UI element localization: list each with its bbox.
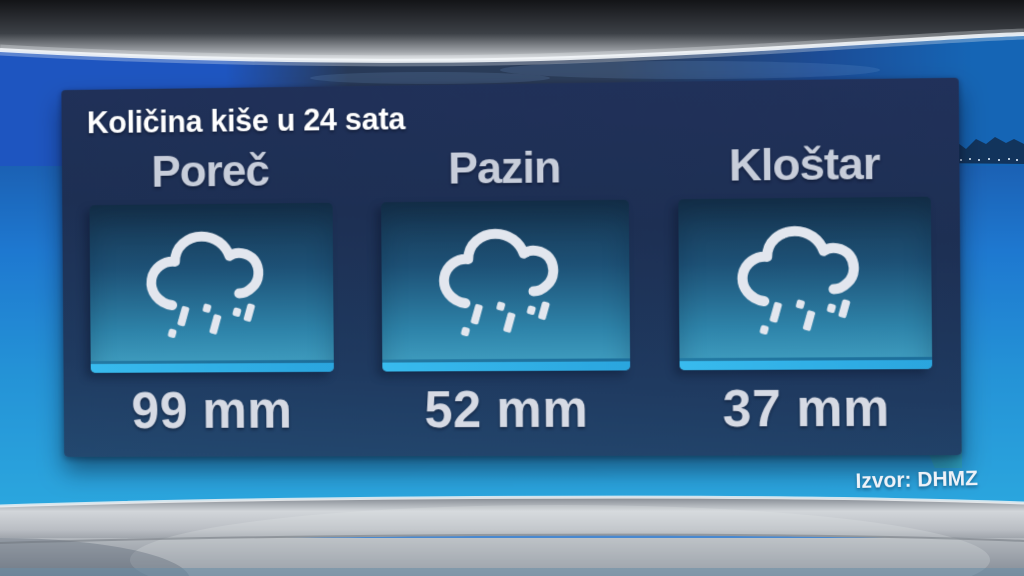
cloud-rain-icon — [133, 220, 289, 346]
floor-seam — [0, 533, 1024, 544]
city-column-pazin: Pazin 52 mm — [369, 141, 642, 448]
floor-corner-shadow — [0, 538, 190, 576]
floor-skirting-highlight — [0, 495, 1024, 508]
cloud-rain-icon — [426, 217, 585, 344]
icon-box-accent-strip — [90, 360, 334, 374]
city-columns: Poreč 99 mm Pazin 52 mm Kloštar — [77, 137, 945, 449]
rainfall-value: 99 mm — [131, 382, 293, 440]
icon-box-accent-strip — [382, 358, 631, 372]
rain-icon-box — [381, 200, 631, 372]
source-credit: Izvor: DHMZ — [855, 467, 979, 494]
ceiling-band — [0, 0, 1024, 61]
rain-icon-box — [678, 196, 933, 371]
city-name: Kloštar — [728, 137, 880, 191]
floor-bottom-strip — [0, 568, 1024, 576]
floor-sheen — [130, 505, 990, 576]
rainfall-value: 52 mm — [424, 380, 589, 439]
rain-icon-box — [89, 202, 334, 374]
city-name: Pazin — [447, 141, 561, 194]
city-column-porec: Poreč 99 mm — [77, 144, 345, 449]
rainfall-value: 37 mm — [722, 379, 891, 438]
city-column-klostar: Kloštar 37 mm — [666, 137, 945, 448]
sky-cloud-streaks — [310, 61, 880, 84]
icon-box-accent-strip — [679, 357, 933, 371]
cloud-rain-icon — [724, 215, 886, 343]
rainfall-panel: Količina kiše u 24 sata Poreč 99 mm Pazi… — [61, 77, 962, 457]
floor-skirting-band — [0, 497, 1024, 544]
panel-title: Količina kiše u 24 sata — [86, 101, 406, 141]
city-name: Poreč — [151, 144, 270, 197]
ceiling-glow-line — [0, 32, 1024, 63]
